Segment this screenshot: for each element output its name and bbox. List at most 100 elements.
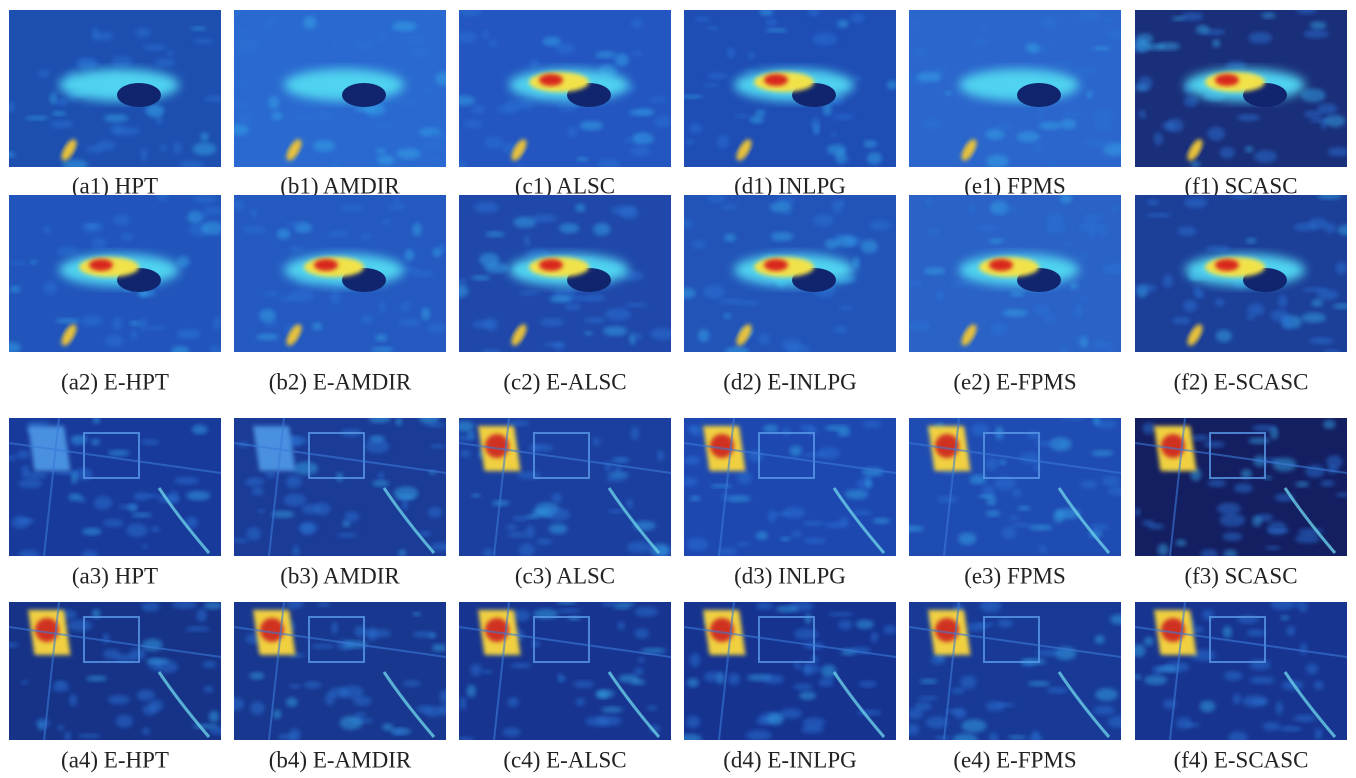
texture [825, 425, 850, 431]
result-image [1135, 193, 1355, 354]
texture [1248, 32, 1272, 43]
texture [1038, 546, 1047, 553]
texture [1102, 263, 1128, 274]
texture [1093, 46, 1111, 50]
result-image [679, 5, 898, 167]
texture [1311, 299, 1323, 307]
texture [467, 685, 476, 698]
texture [750, 115, 764, 124]
texture [300, 523, 314, 535]
texture [805, 614, 812, 624]
texture [146, 105, 164, 118]
texture [1092, 141, 1113, 148]
result-image [0, 600, 227, 742]
texture [1107, 29, 1123, 39]
texture [558, 609, 581, 614]
texture [337, 533, 358, 538]
texture [1135, 41, 1151, 52]
caption: (a4) E-HPT [61, 747, 169, 772]
texture [1242, 695, 1267, 707]
texture [979, 25, 988, 31]
texture [831, 132, 837, 137]
texture [1304, 111, 1322, 118]
texture [1008, 735, 1026, 739]
result-image [903, 193, 1128, 355]
texture [601, 707, 623, 713]
texture [1046, 687, 1068, 693]
result-image [908, 9, 1126, 168]
texture [147, 326, 166, 330]
texture [43, 226, 52, 233]
caption: (d1) INLPG [734, 173, 846, 198]
texture [865, 477, 872, 488]
texture [1294, 727, 1302, 731]
texture [1295, 481, 1309, 487]
texture [782, 427, 790, 436]
texture [1301, 313, 1326, 323]
texture [1059, 346, 1069, 355]
texture [543, 342, 565, 347]
texture [710, 484, 732, 488]
texture [1080, 253, 1090, 259]
texture [634, 629, 649, 639]
texture [968, 204, 976, 214]
caption: (d3) INLPG [734, 563, 846, 588]
texture [1074, 67, 1098, 75]
texture [21, 680, 28, 684]
texture [1309, 337, 1334, 344]
texture [724, 234, 736, 242]
result-image [1131, 598, 1347, 744]
texture [103, 519, 123, 527]
texture [627, 542, 653, 553]
texture [292, 545, 300, 557]
texture [1053, 510, 1064, 523]
texture [374, 123, 392, 128]
texture [245, 477, 265, 486]
texture [459, 697, 466, 710]
texture [631, 679, 645, 685]
texture [1178, 227, 1197, 237]
result-image [681, 418, 896, 556]
texture [456, 435, 475, 441]
texture [1108, 716, 1129, 728]
texture [936, 290, 945, 301]
texture [1049, 39, 1055, 43]
texture [146, 658, 169, 664]
texture [1302, 287, 1328, 292]
texture [1323, 420, 1335, 429]
texture [285, 222, 306, 227]
texture [770, 232, 793, 241]
texture [126, 524, 147, 537]
texture [978, 225, 998, 232]
texture [1017, 131, 1040, 142]
texture [687, 678, 699, 687]
texture [1028, 681, 1051, 686]
texture [92, 237, 107, 248]
texture [571, 296, 592, 302]
texture [141, 439, 159, 445]
texture [471, 275, 490, 280]
texture [1281, 615, 1289, 620]
texture [428, 323, 448, 334]
texture [972, 40, 991, 45]
texture [863, 140, 877, 148]
texture [72, 438, 85, 446]
texture [1111, 205, 1117, 213]
texture [428, 507, 442, 518]
texture [1012, 489, 1021, 497]
texture [1214, 298, 1224, 306]
texture [911, 21, 919, 25]
texture [1009, 291, 1024, 297]
texture [692, 240, 705, 249]
texture [605, 308, 631, 320]
texture [989, 732, 998, 744]
texture [1154, 132, 1163, 145]
texture [242, 226, 267, 234]
texture [371, 347, 394, 353]
texture [93, 415, 100, 424]
texture [1197, 290, 1205, 298]
texture [872, 518, 890, 524]
caption: (d4) E-INLPG [723, 747, 857, 772]
texture [238, 29, 246, 34]
texture [1138, 76, 1153, 90]
